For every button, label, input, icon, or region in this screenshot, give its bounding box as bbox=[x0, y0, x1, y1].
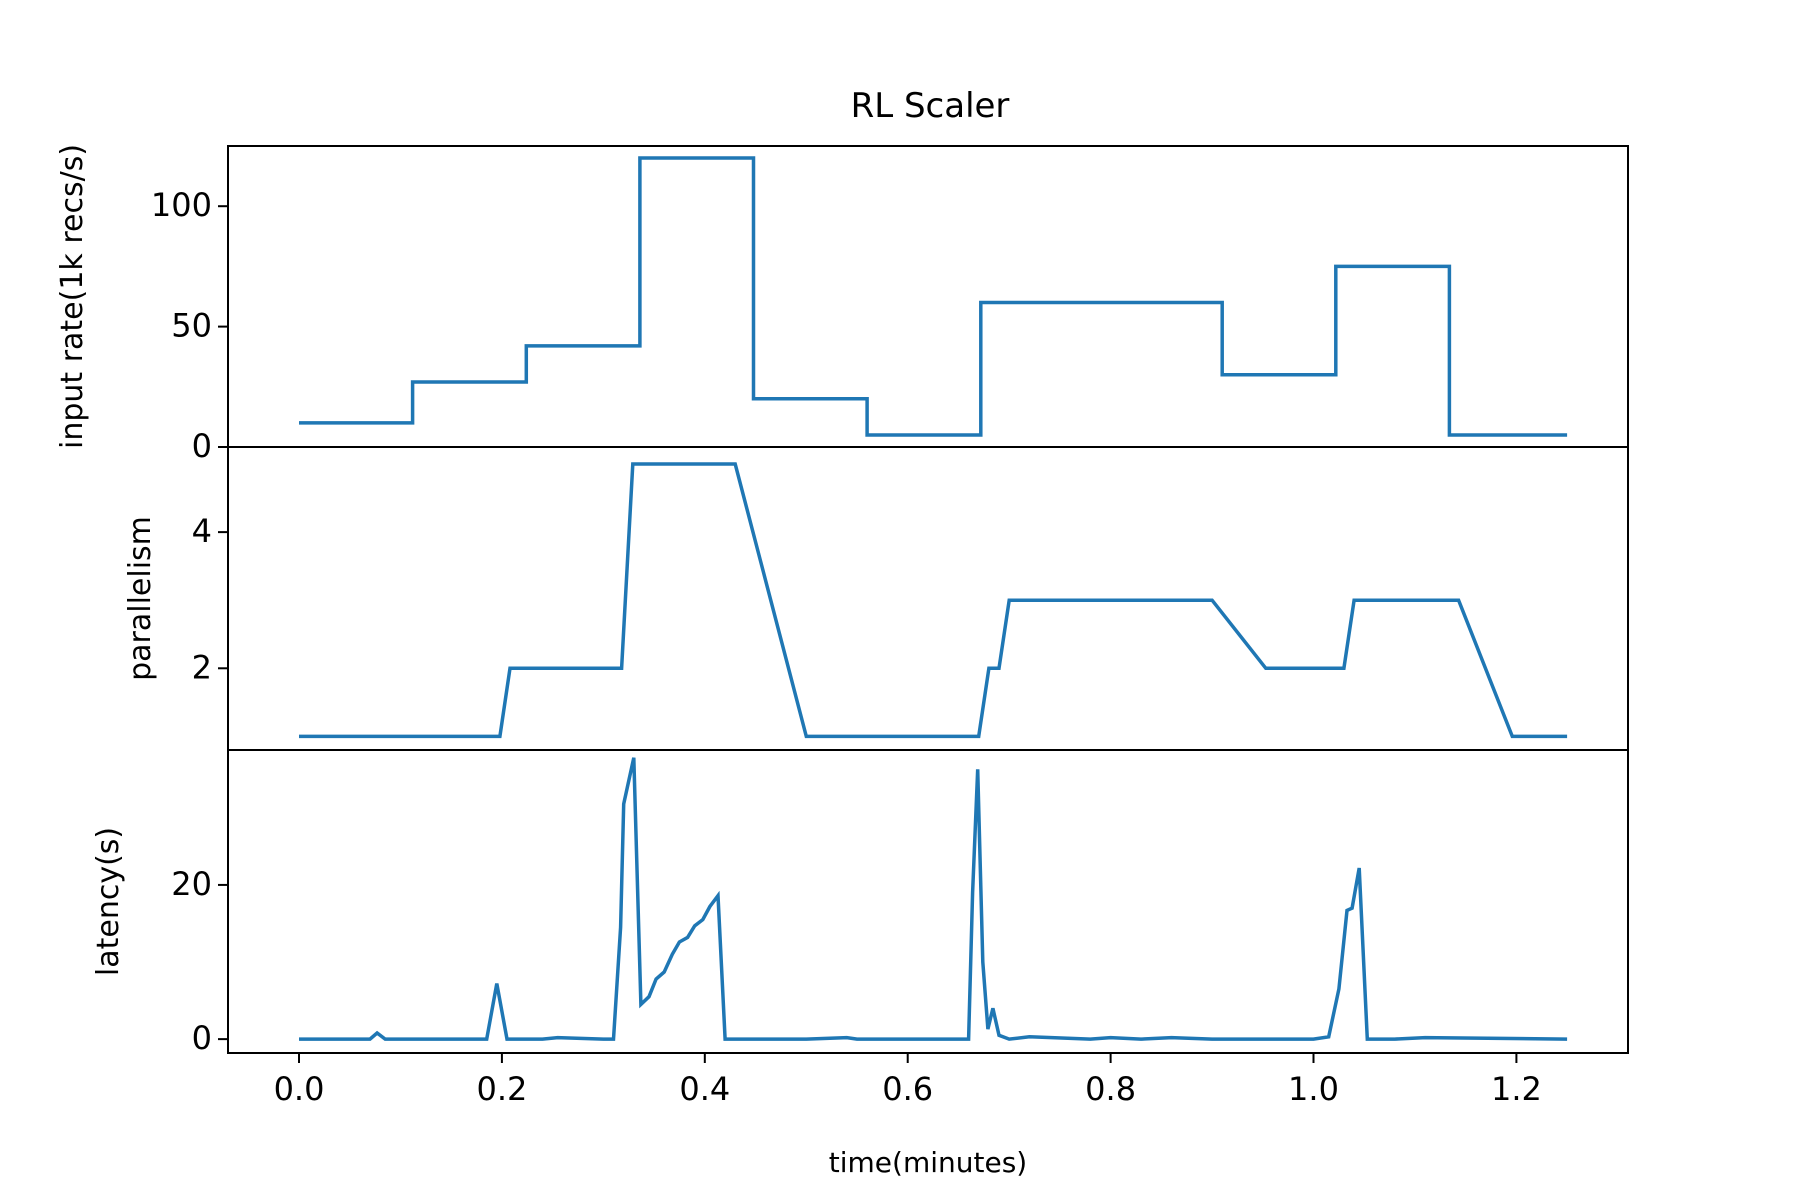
latency-y-axis-label: latency(s) bbox=[91, 827, 126, 976]
x-tick-label: 1.2 bbox=[1491, 1070, 1542, 1108]
parallelism-y-tick-label: 2 bbox=[192, 648, 212, 686]
latency-frame bbox=[227, 749, 1629, 1054]
x-axis: 0.0 0.2 0.4 0.6 0.8 1.0 1.2 bbox=[274, 1053, 1542, 1108]
x-tick-label: 1.0 bbox=[1288, 1070, 1339, 1108]
input-rate-frame bbox=[227, 145, 1629, 448]
x-axis-label: time(minutes) bbox=[829, 1146, 1027, 1179]
parallelism-y-axis-label: parallelism bbox=[123, 516, 158, 681]
latency-y-tick-label: 0 bbox=[192, 1019, 212, 1057]
chart-title: RL Scaler bbox=[851, 86, 1010, 126]
input-rate-y-tick-label: 50 bbox=[171, 307, 212, 345]
input-rate-y-tick-label: 0 bbox=[192, 427, 212, 465]
x-tick-label: 0.4 bbox=[679, 1070, 730, 1108]
panel-parallelism: 2 4 parallelism bbox=[123, 446, 1629, 751]
x-tick-label: 0.6 bbox=[882, 1070, 933, 1108]
input-rate-y-axis-label: input rate(1k recs/s) bbox=[55, 144, 90, 449]
x-tick-label: 0.0 bbox=[274, 1070, 325, 1108]
x-tick-label: 0.8 bbox=[1085, 1070, 1136, 1108]
panel-latency: 0 20 latency(s) bbox=[91, 749, 1629, 1057]
latency-y-tick-label: 20 bbox=[171, 865, 212, 903]
parallelism-series-line bbox=[299, 462, 1568, 739]
x-tick-label: 0.2 bbox=[476, 1070, 527, 1108]
input-rate-series-line bbox=[299, 156, 1568, 437]
parallelism-y-tick-label: 4 bbox=[192, 512, 212, 550]
latency-series-line bbox=[299, 757, 1568, 1041]
input-rate-y-tick-label: 100 bbox=[151, 186, 212, 224]
panel-input-rate: 0 50 100 input rate(1k recs/s) bbox=[55, 144, 1629, 465]
